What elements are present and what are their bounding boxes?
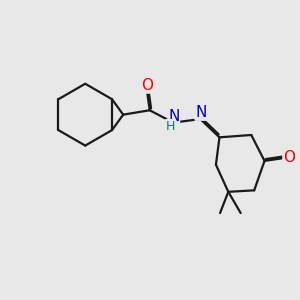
Text: N: N [168, 109, 179, 124]
Text: N: N [195, 105, 207, 120]
Text: O: O [283, 150, 295, 165]
Text: H: H [166, 120, 175, 133]
Text: O: O [141, 78, 153, 93]
